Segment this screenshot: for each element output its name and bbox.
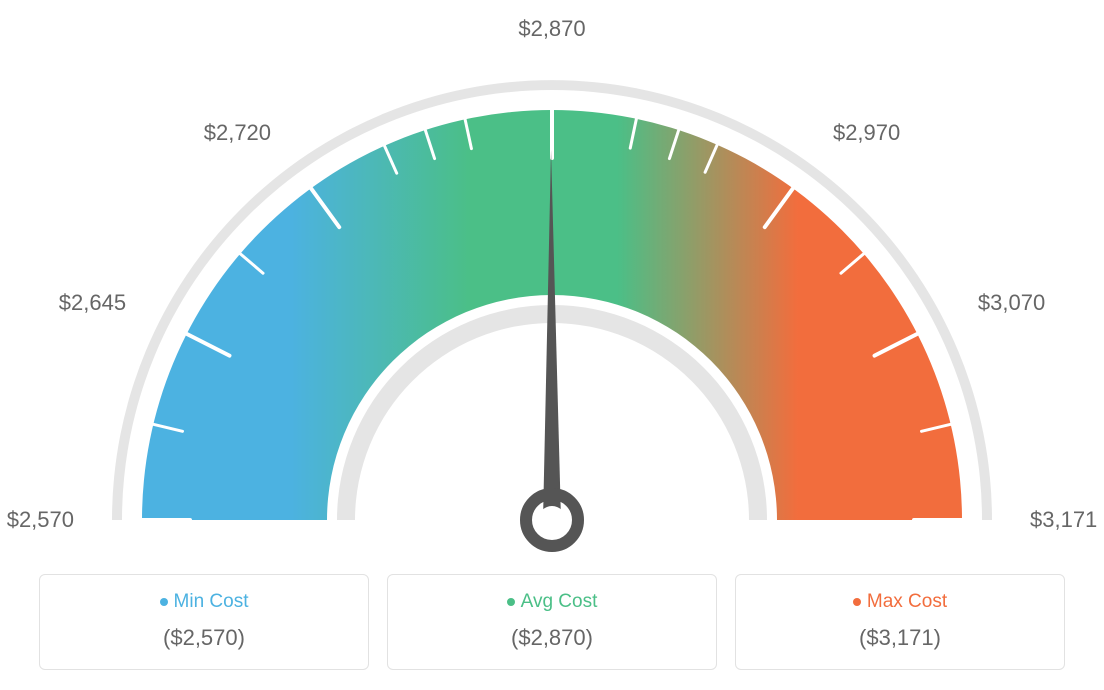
gauge-tick-label: $2,570: [7, 507, 74, 533]
legend-min-title-wrap: Min Cost: [160, 591, 249, 613]
legend-avg-title-wrap: Avg Cost: [507, 591, 598, 613]
legend-avg-value: ($2,870): [388, 625, 716, 651]
gauge-tick-label: $2,645: [59, 290, 126, 316]
legend-min-title: Min Cost: [174, 591, 249, 613]
gauge-chart: $2,570$2,645$2,720$2,870$2,970$3,070$3,1…: [32, 60, 1072, 580]
dot-icon-max: [853, 598, 861, 606]
legend-min-value: ($2,570): [40, 625, 368, 651]
gauge-tick-label: $2,970: [833, 120, 900, 146]
legend-card-avg: Avg Cost ($2,870): [387, 574, 717, 670]
gauge-tick-label: $2,870: [518, 16, 585, 42]
gauge-svg: [32, 60, 1072, 580]
legend-max-title: Max Cost: [867, 591, 947, 613]
gauge-tick-label: $3,070: [978, 290, 1045, 316]
legend-row: Min Cost ($2,570) Avg Cost ($2,870) Max …: [39, 574, 1065, 670]
legend-max-value: ($3,171): [736, 625, 1064, 651]
dot-icon-avg: [507, 598, 515, 606]
legend-card-min: Min Cost ($2,570): [39, 574, 369, 670]
gauge-tick-label: $2,720: [204, 120, 271, 146]
legend-max-title-wrap: Max Cost: [853, 591, 947, 613]
legend-card-max: Max Cost ($3,171): [735, 574, 1065, 670]
dot-icon-min: [160, 598, 168, 606]
legend-avg-title: Avg Cost: [521, 591, 598, 613]
gauge-tick-label: $3,171: [1030, 507, 1097, 533]
